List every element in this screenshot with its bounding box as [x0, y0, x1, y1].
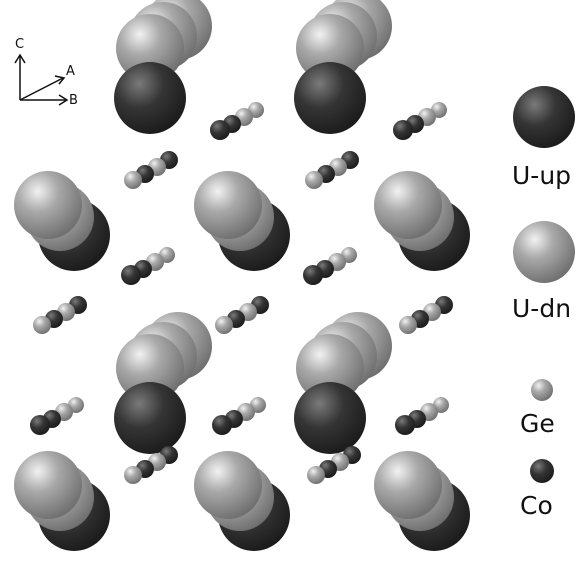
legend-label-u-dn: U-dn	[512, 294, 572, 323]
co-atom	[30, 415, 50, 435]
u-dn-atom	[116, 14, 184, 82]
ge-atom	[307, 466, 325, 484]
co-atom	[212, 415, 232, 435]
b-axis-label: B	[69, 93, 78, 108]
u-dn-atom	[14, 171, 82, 239]
legend-ge-sphere	[531, 379, 553, 401]
legend-u-dn-sphere	[513, 221, 575, 283]
co-atom	[395, 415, 415, 435]
ge-atom	[124, 171, 142, 189]
co-atom	[121, 265, 141, 285]
ge-atom	[215, 316, 233, 334]
legend-u-up-sphere	[513, 86, 575, 148]
axes-indicator	[14, 53, 69, 106]
u-up-atom	[114, 62, 186, 134]
a-axis-label: A	[66, 64, 75, 79]
u-up-atom	[294, 382, 366, 454]
co-atom	[303, 265, 323, 285]
legend-co-sphere	[530, 459, 554, 483]
ge-atom	[399, 316, 417, 334]
legend-label-co: Co	[520, 491, 553, 520]
u-up-atom	[294, 62, 366, 134]
a-axis-arrowhead	[54, 75, 66, 85]
u-up-atom	[114, 382, 186, 454]
u-dn-atom	[374, 171, 442, 239]
legend-label-u-up: U-up	[512, 161, 572, 190]
u-dn-atom	[296, 14, 364, 82]
legend-spheres	[513, 86, 575, 483]
ge-atom	[33, 316, 51, 334]
u-dn-atom	[116, 334, 184, 402]
legend-label-ge: Ge	[520, 409, 555, 438]
ge-atom	[305, 171, 323, 189]
co-atom	[393, 120, 413, 140]
c-axis-arrowhead	[14, 53, 26, 64]
u-dn-atom	[194, 451, 262, 519]
u-dn-atom	[296, 334, 364, 402]
atom-layer	[14, 0, 470, 551]
c-axis-label: C	[15, 37, 25, 52]
a-axis-arrow	[19, 77, 64, 101]
u-dn-atom	[14, 451, 82, 519]
b-axis-arrowhead	[58, 94, 69, 106]
u-dn-atom	[194, 171, 262, 239]
u-dn-atom	[374, 451, 442, 519]
ge-atom	[124, 466, 142, 484]
co-atom	[210, 120, 230, 140]
